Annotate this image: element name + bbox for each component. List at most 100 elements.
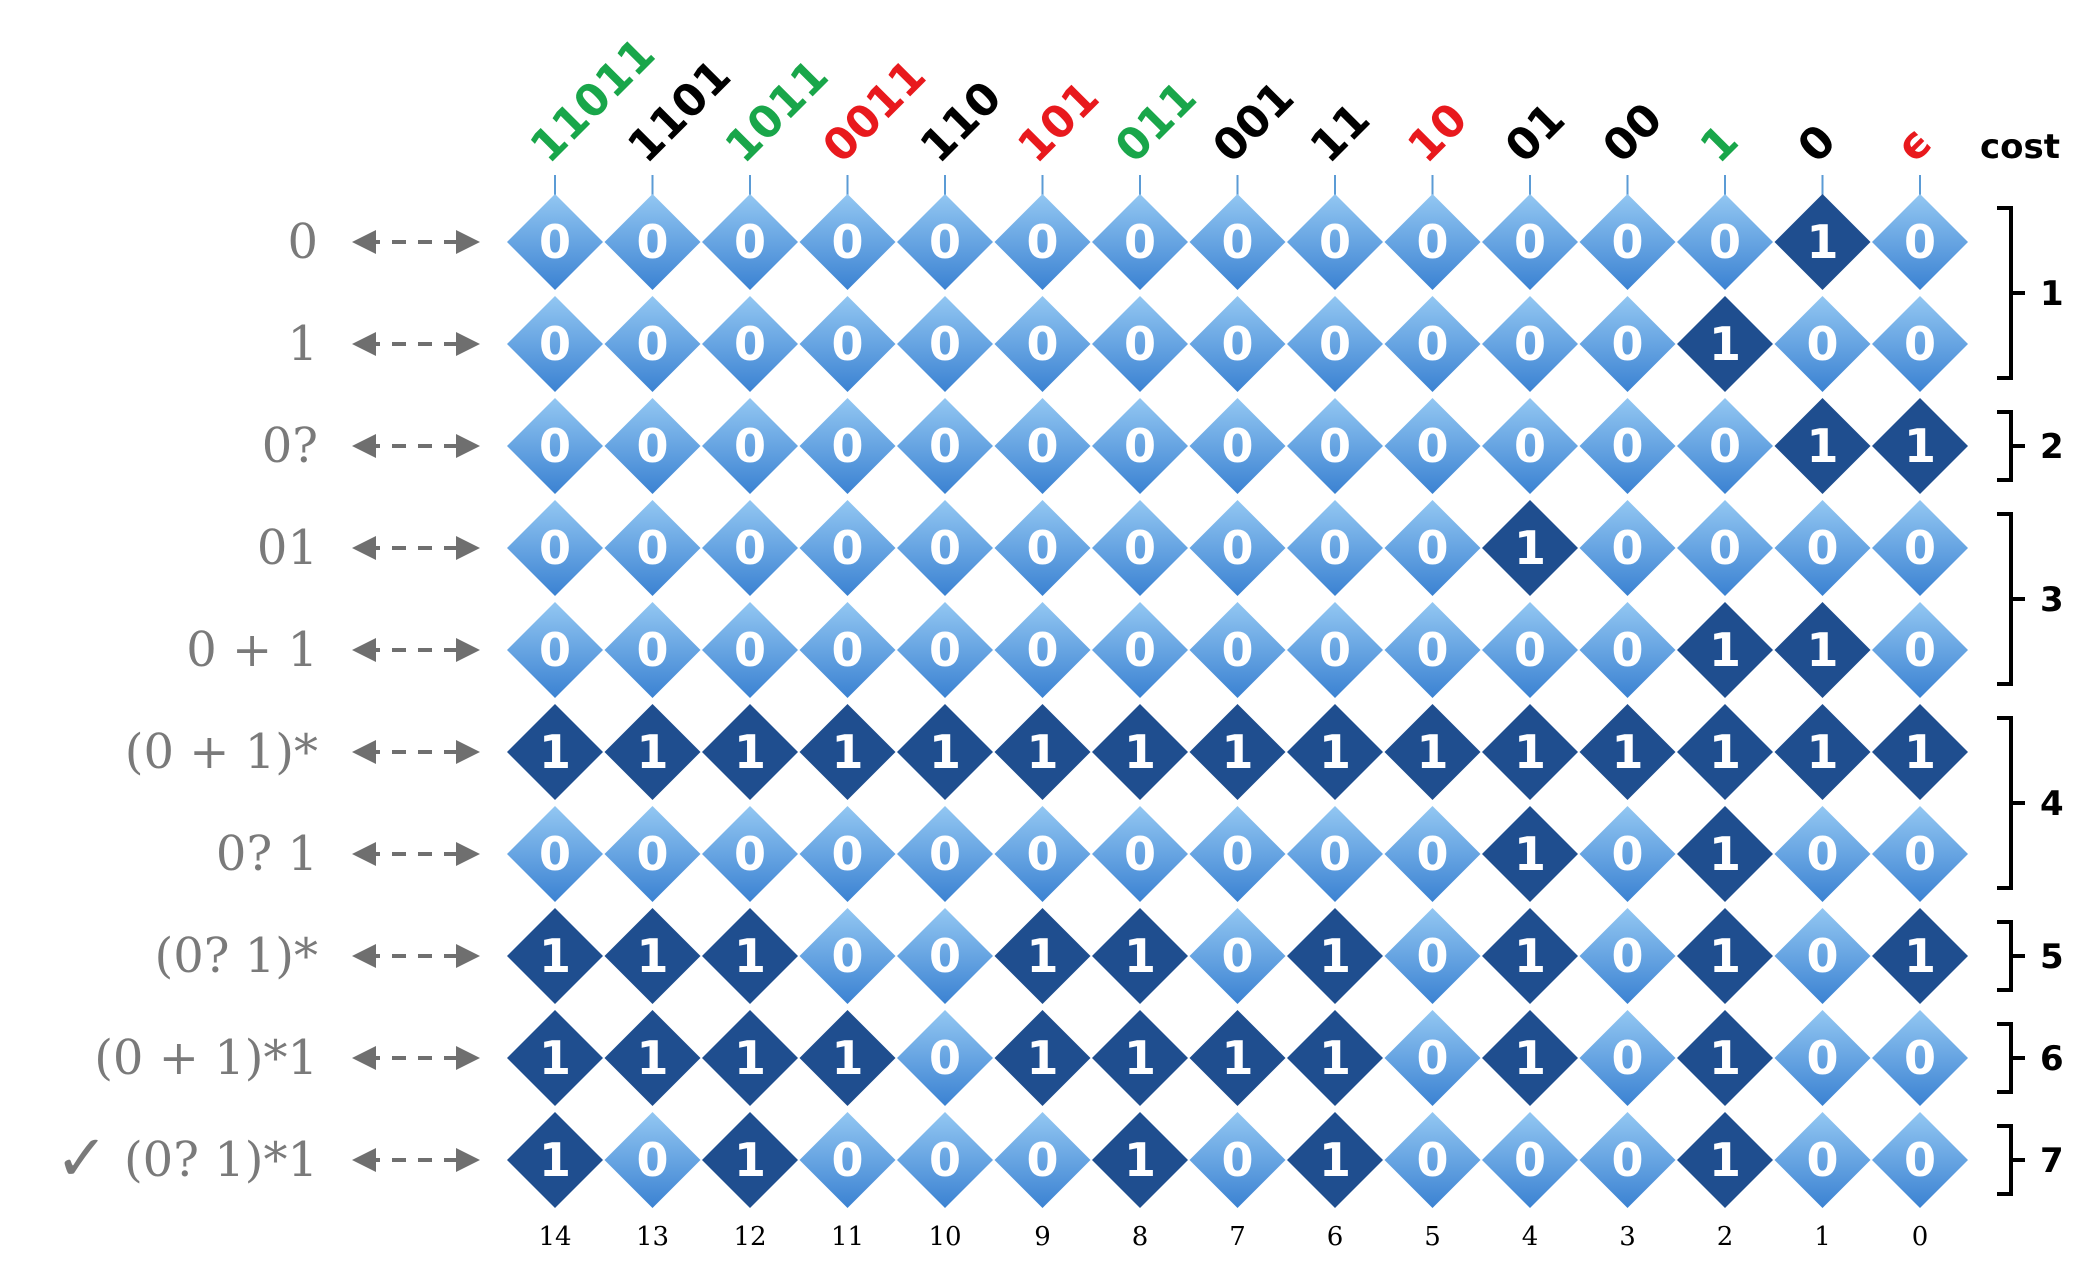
nonmatch-diamond <box>994 194 1091 290</box>
cell-value: 0 <box>929 521 961 575</box>
matrix-cell: 1 <box>1872 908 1968 1004</box>
matrix-cell: 0 <box>1384 602 1481 698</box>
match-diamond <box>604 908 701 1004</box>
match-diamond <box>702 704 798 800</box>
matrix-cell: 1 <box>1189 704 1286 800</box>
matrix-cell: 1 <box>994 1010 1091 1106</box>
checkmark-icon: ✓ <box>55 1122 109 1196</box>
matrix-cell: 0 <box>1482 398 1578 494</box>
matrix-cell: 0 <box>1579 908 1676 1004</box>
arrow-head-right <box>456 434 480 458</box>
column-header: 001 <box>1203 72 1304 173</box>
nonmatch-diamond <box>702 806 798 902</box>
cell-value: 0 <box>1514 1133 1546 1187</box>
match-diamond <box>702 908 798 1004</box>
cell-value: 0 <box>1319 623 1351 677</box>
nonmatch-diamond <box>799 806 896 902</box>
cell-value: 0 <box>636 623 668 677</box>
cell-value: 0 <box>1611 419 1643 473</box>
cell-value: 0 <box>1416 419 1448 473</box>
matrix-cell: 1 <box>1287 1010 1383 1106</box>
cell-value: 0 <box>1026 215 1058 269</box>
cell-value: 0 <box>636 827 668 881</box>
cell-value: 1 <box>831 1031 863 1085</box>
cell-value: 0 <box>1124 317 1156 371</box>
diamond-grid: 0 0 0 0 0 0 0 0 0 0 0 0 0 1 0 0 0 0 0 0 0 0 0 0 0 0 0 1 0 0 0 0 0 0 0 0 0 0 0 0… <box>507 194 1968 1208</box>
matrix-cell: 0 <box>994 806 1091 902</box>
nonmatch-diamond <box>702 602 798 698</box>
cell-value: 0 <box>1026 827 1058 881</box>
row-regex: (0? 1)* <box>154 928 318 984</box>
matrix-cell: 1 <box>604 1010 701 1106</box>
match-diamond <box>1872 908 1968 1004</box>
matrix-cell: 0 <box>799 602 896 698</box>
column-header: 00 <box>1593 93 1672 172</box>
cell-value: 0 <box>1319 215 1351 269</box>
matrix-cell: 1 <box>1677 1010 1773 1106</box>
nonmatch-diamond <box>1579 194 1676 290</box>
cost-bracket: 1 <box>1997 206 2064 380</box>
column-index: 6 <box>1327 1222 1344 1252</box>
nonmatch-diamond <box>1677 194 1773 290</box>
nonmatch-diamond <box>1092 194 1188 290</box>
matrix-cell: 1 <box>1872 398 1968 494</box>
cell-value: 0 <box>1806 1031 1838 1085</box>
nonmatch-diamond <box>799 908 896 1004</box>
nonmatch-diamond <box>1189 194 1286 290</box>
match-diamond <box>702 1010 798 1106</box>
matrix-cell: 0 <box>1287 194 1383 290</box>
cell-value: 1 <box>1806 725 1838 779</box>
nonmatch-diamond <box>1872 500 1968 596</box>
cell-value: 1 <box>1026 725 1058 779</box>
cell-value: 1 <box>734 929 766 983</box>
nonmatch-diamond <box>1579 908 1676 1004</box>
matrix-cell: 0 <box>604 500 701 596</box>
nonmatch-diamond <box>1579 500 1676 596</box>
matrix-cell: 0 <box>1092 398 1188 494</box>
double-arrow-icon <box>352 1148 480 1172</box>
cell-value: 0 <box>636 317 668 371</box>
cell-value: 1 <box>1709 827 1741 881</box>
cell-value: 1 <box>1709 725 1741 779</box>
cell-value: 0 <box>1319 521 1351 575</box>
matrix-cell: 0 <box>799 398 896 494</box>
nonmatch-diamond <box>1092 500 1188 596</box>
cell-value: 0 <box>1124 521 1156 575</box>
matrix-cell: 0 <box>1384 1112 1481 1208</box>
cell-value: 0 <box>539 419 571 473</box>
cell-value: 0 <box>929 317 961 371</box>
cell-value: 1 <box>539 1133 571 1187</box>
nonmatch-diamond <box>1482 296 1578 392</box>
matrix-cell: 0 <box>994 602 1091 698</box>
row-arrows <box>352 230 480 1172</box>
cell-value: 1 <box>1514 827 1546 881</box>
cell-value: 1 <box>1806 215 1838 269</box>
nonmatch-diamond <box>1384 908 1481 1004</box>
column-index: 9 <box>1034 1222 1051 1252</box>
cell-value: 0 <box>1319 317 1351 371</box>
match-diamond <box>1287 908 1383 1004</box>
matrix-cell: 1 <box>1092 704 1188 800</box>
matrix-cell: 0 <box>604 296 701 392</box>
matrix-cell: 0 <box>897 194 993 290</box>
matrix-cell: 0 <box>897 398 993 494</box>
cost-value: 3 <box>2040 580 2064 620</box>
nonmatch-diamond <box>897 806 993 902</box>
nonmatch-diamond <box>507 806 603 902</box>
cell-value: 0 <box>929 419 961 473</box>
matrix-cell: 0 <box>897 602 993 698</box>
matrix-cell: 1 <box>1482 908 1578 1004</box>
cell-value: 1 <box>1319 725 1351 779</box>
match-diamond <box>1774 704 1871 800</box>
cell-value: 0 <box>734 623 766 677</box>
arrow-head-left <box>352 638 376 662</box>
arrow-head-left <box>352 230 376 254</box>
nonmatch-diamond <box>1189 296 1286 392</box>
nonmatch-diamond <box>1384 806 1481 902</box>
cell-value: 1 <box>636 725 668 779</box>
nonmatch-diamond <box>1189 398 1286 494</box>
nonmatch-diamond <box>507 194 603 290</box>
cost-value: 1 <box>2040 274 2064 314</box>
